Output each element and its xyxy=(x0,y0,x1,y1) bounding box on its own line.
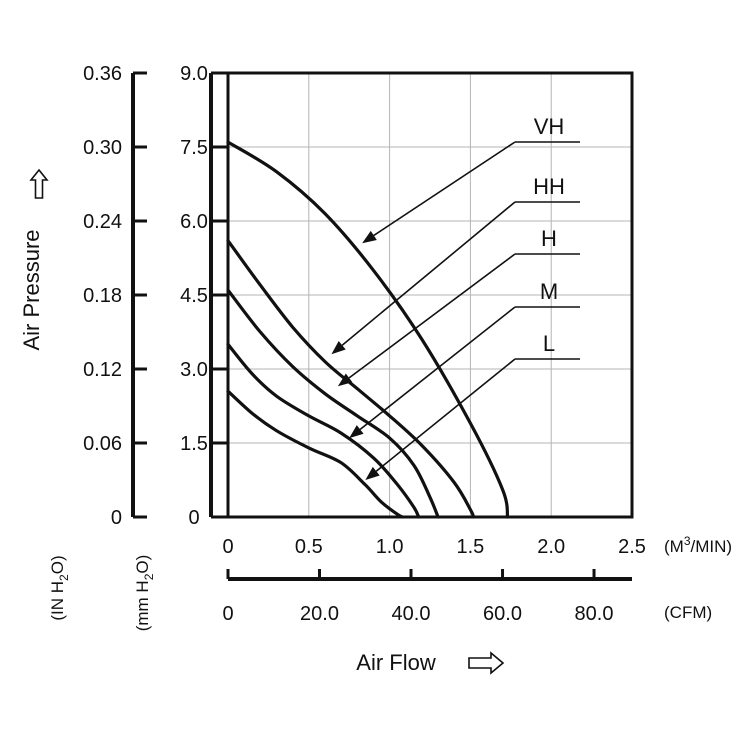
y-secondary-tick-label: 0.36 xyxy=(83,63,122,85)
curve-label-m: M xyxy=(540,279,558,304)
y-secondary-tick-label: 0.12 xyxy=(83,359,122,381)
y-secondary-tick-label: 0 xyxy=(111,507,122,529)
callout-arrowhead-h xyxy=(337,373,353,387)
y-secondary-tick-label: 0.24 xyxy=(83,211,122,233)
y-primary-tick-label: 0 xyxy=(188,507,199,529)
x-primary-tick-label: 2.0 xyxy=(537,536,565,558)
y-primary-tick-label: 9.0 xyxy=(180,63,208,85)
y-primary-tick-label: 1.5 xyxy=(180,433,208,455)
y-primary-tick-label: 3.0 xyxy=(180,359,208,381)
callout-arrowhead-l xyxy=(365,466,380,480)
y-axis-arrow-icon xyxy=(29,168,49,199)
callout-leader-hh xyxy=(341,201,516,346)
curve-label-h: H xyxy=(541,226,557,251)
y-primary-tick-label: 7.5 xyxy=(180,137,208,159)
x-secondary-tick-label: 20.0 xyxy=(300,603,339,625)
callout-leader-l xyxy=(375,358,516,472)
x-secondary-tick-label: 60.0 xyxy=(483,603,522,625)
curve-label-l: L xyxy=(543,331,555,356)
curve-m xyxy=(226,342,421,519)
curve-hh xyxy=(226,239,476,519)
x-primary-tick-label: 0.5 xyxy=(295,536,323,558)
x-primary-tick-label: 1.5 xyxy=(456,536,484,558)
curve-label-hh: HH xyxy=(533,174,565,199)
x-secondary-tick-label: 0 xyxy=(222,603,233,625)
curve-layer xyxy=(226,140,510,519)
curve-label-vh: VH xyxy=(534,114,565,139)
callout-leader-vh xyxy=(373,141,516,237)
y-primary-tick-label: 6.0 xyxy=(180,211,208,233)
y-axis-title: Air Pressure xyxy=(19,229,44,350)
y-secondary-unit: (IN H2O) xyxy=(48,555,71,620)
curve-vh xyxy=(226,140,510,519)
callout-arrowhead-hh xyxy=(331,341,346,355)
x-primary-unit: (M3/MIN) xyxy=(664,534,732,556)
x-primary-tick-label: 2.5 xyxy=(618,536,646,558)
callout-arrowhead-vh xyxy=(362,230,377,244)
y-secondary-tick-label: 0.06 xyxy=(83,433,122,455)
y-secondary-tick-label: 0.30 xyxy=(83,137,122,159)
x-primary-tick-label: 0 xyxy=(222,536,233,558)
x-axis-title: Air Flow xyxy=(356,650,436,675)
x-secondary-tick-label: 80.0 xyxy=(575,603,614,625)
curve-h xyxy=(226,288,440,519)
x-axis-arrow-icon xyxy=(468,651,505,675)
y-secondary-tick-label: 0.18 xyxy=(83,285,122,307)
grid-lines xyxy=(228,73,632,517)
left-axes: 0 1.5 3.0 4.5 6.0 7.5 9.0 0 0.06 0.12 0.18 0.24 0.30… xyxy=(83,63,228,529)
x-secondary-unit: (CFM) xyxy=(664,603,712,622)
callout-leader-m xyxy=(359,306,516,431)
x-primary-tick-label: 1.0 xyxy=(376,536,404,558)
callout-leader-h xyxy=(348,253,516,379)
y-primary-unit: (mm H2O) xyxy=(133,555,156,632)
x-secondary-tick-label: 40.0 xyxy=(392,603,431,625)
curve-l xyxy=(226,389,405,519)
bottom-axes: 0 0.5 1.0 1.5 2.0 2.5 0 20.0 40.0 60.0 80.0 xyxy=(222,536,645,625)
callout-arrowhead-m xyxy=(349,425,364,439)
y-primary-tick-label: 4.5 xyxy=(180,285,208,307)
